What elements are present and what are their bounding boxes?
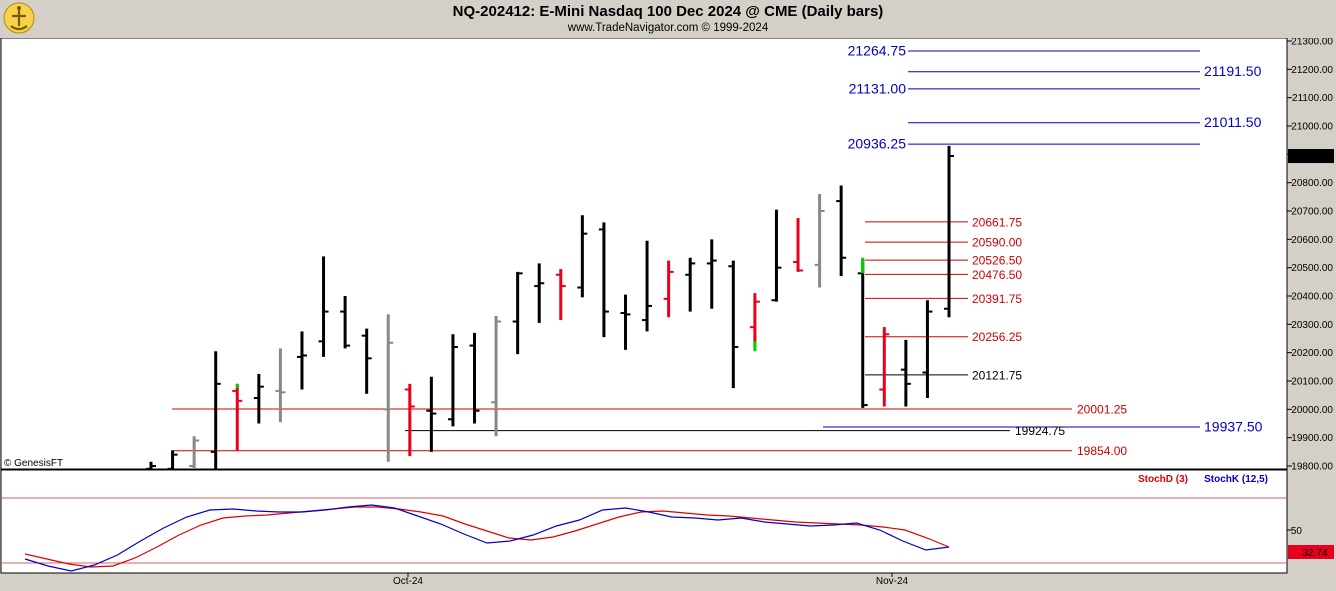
ohlc-bar — [879, 327, 890, 407]
ohlc-bar — [404, 383, 415, 457]
ohlc-bar — [534, 263, 545, 323]
ohlc-bar — [232, 383, 243, 451]
ohlc-bar — [275, 348, 286, 423]
price-tick-label: 20600.00 — [1291, 235, 1333, 246]
ohlc-bar — [469, 332, 480, 424]
ohlc-bar — [836, 185, 847, 277]
ohlc-bar — [318, 256, 329, 357]
price-levels: 21264.75 21191.50 21131.00 21011.50 20936.25… — [172, 42, 1263, 458]
ohlc-bar — [620, 294, 631, 350]
ohlc-bar — [642, 240, 653, 332]
ohlc-bar — [426, 376, 437, 452]
stoch-panel — [0, 469, 1288, 574]
price-tick-label: 19800.00 — [1291, 462, 1333, 473]
chart-title: NQ-202412: E-Mini Nasdaq 100 Dec 2024 @ … — [452, 3, 884, 20]
ohlc-bar — [340, 296, 351, 349]
stoch-axis: StochD (3) StochK (12,5) 50 32.74 — [1138, 474, 1334, 559]
ohlc-bar — [771, 209, 782, 302]
ohlc-bar — [189, 436, 200, 469]
ohlc-bar — [447, 334, 458, 427]
price-level-label: 19924.75 — [1015, 424, 1065, 438]
chart-subtitle: www.TradeNavigator.com © 1999-2024 — [567, 22, 769, 34]
time-tick-label: Nov-24 — [876, 576, 909, 587]
ohlc-bar — [685, 257, 696, 312]
ohlc-bars — [146, 145, 954, 470]
price-level-label: 19937.50 — [1204, 419, 1263, 435]
price-level-label: 20121.75 — [972, 368, 1022, 382]
price-tick-label: 21000.00 — [1291, 122, 1333, 133]
price-tick-label: 20700.00 — [1291, 207, 1333, 218]
time-tick-label: Oct-24 — [393, 576, 423, 587]
price-axis: 21300.0021200.0021100.0021000.0020900.00… — [1287, 37, 1334, 473]
ohlc-bar — [793, 218, 804, 272]
price-tick-label: 20200.00 — [1291, 348, 1333, 359]
ohlc-bar — [900, 339, 911, 407]
ohlc-bar — [491, 315, 502, 437]
ohlc-bar — [361, 328, 372, 394]
stoch-series-line — [24, 504, 950, 572]
last-price-box — [1288, 149, 1334, 164]
ohlc-bar — [383, 314, 394, 462]
price-tick-label: 20300.00 — [1291, 320, 1333, 331]
last-price-label: 20894.00 — [1291, 152, 1333, 163]
price-tick-label: 20100.00 — [1291, 377, 1333, 388]
stoch-last-value-label: 32.74 — [1302, 548, 1327, 559]
ohlc-bar — [167, 450, 178, 470]
price-tick-label: 20000.00 — [1291, 405, 1333, 416]
price-level-label: 19854.00 — [1077, 444, 1127, 458]
ohlc-bar — [814, 194, 825, 288]
chart-header: NQ-202412: E-Mini Nasdaq 100 Dec 2024 @ … — [0, 0, 1336, 38]
price-level-label: 20526.50 — [972, 254, 1022, 268]
ohlc-bar — [512, 271, 523, 355]
price-level-label: 21264.75 — [848, 42, 907, 58]
trade-navigator-logo-icon — [3, 2, 35, 34]
price-tick-label: 21200.00 — [1291, 65, 1333, 76]
ohlc-bar — [555, 269, 566, 321]
stochastic-plot — [1, 497, 1287, 572]
price-level-label: 20001.25 — [1077, 402, 1127, 416]
ohlc-bar — [253, 373, 264, 424]
time-axis: Oct-24 Nov-24 — [393, 573, 909, 587]
stoch-k-legend: StochK (12,5) — [1204, 474, 1268, 485]
price-tick-label: 19900.00 — [1291, 433, 1333, 444]
price-level-label: 20590.00 — [972, 236, 1022, 250]
stoch-series-line — [24, 506, 950, 568]
stoch-tick-label: 50 — [1291, 526, 1303, 537]
ohlc-bar — [577, 215, 588, 298]
price-level-label: 21131.00 — [849, 80, 907, 96]
ohlc-bar — [944, 145, 954, 318]
price-tick-label: 20800.00 — [1291, 178, 1333, 189]
stoch-d-legend: StochD (3) — [1138, 474, 1188, 485]
ohlc-bar — [146, 461, 156, 470]
stoch-last-value-box — [1288, 545, 1334, 559]
ohlc-bar — [598, 222, 609, 338]
price-tick-label: 21300.00 — [1291, 37, 1333, 48]
ohlc-bar — [210, 351, 221, 469]
watermark: © GenesisFT — [4, 458, 64, 469]
price-tick-label: 20400.00 — [1291, 292, 1333, 303]
ohlc-bar — [749, 293, 760, 347]
ohlc-bar — [663, 260, 674, 318]
price-level-label: 20391.75 — [972, 292, 1022, 306]
price-level-label: 21191.50 — [1204, 63, 1262, 79]
ohlc-bar — [728, 260, 739, 389]
ohlc-bar — [296, 331, 307, 390]
price-level-label: 20661.75 — [972, 215, 1022, 229]
ohlc-bar — [706, 239, 717, 309]
price-tick-label: 20500.00 — [1291, 263, 1333, 274]
ohlc-bar — [922, 300, 933, 398]
price-level-label: 21011.50 — [1204, 114, 1262, 130]
price-level-label: 20476.50 — [972, 268, 1022, 282]
price-level-label: 20936.25 — [848, 136, 907, 152]
price-level-label: 20256.25 — [972, 330, 1022, 344]
price-tick-label: 21100.00 — [1292, 93, 1333, 104]
